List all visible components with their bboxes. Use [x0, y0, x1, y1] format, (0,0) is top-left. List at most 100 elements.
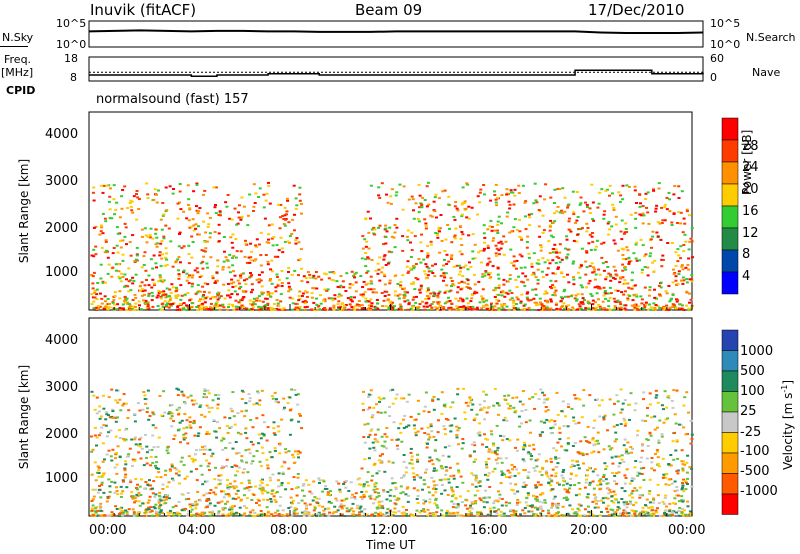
- power-cell: [203, 282, 207, 285]
- velocity-cell: [402, 427, 406, 429]
- power-cell: [486, 307, 489, 310]
- velocity-cell: [365, 481, 369, 484]
- velocity-cell: [183, 402, 187, 405]
- power-cell: [335, 280, 339, 283]
- power-cell: [539, 249, 543, 252]
- velocity-cell: [212, 430, 216, 433]
- power-cell: [227, 289, 231, 292]
- velocity-cell: [557, 515, 561, 517]
- velocity-cell: [443, 428, 447, 431]
- power-cell: [529, 299, 533, 302]
- velocity-cell: [217, 478, 221, 481]
- power-cell: [294, 239, 298, 242]
- power-cell: [658, 293, 661, 296]
- power-cell: [245, 261, 249, 264]
- power-cell: [172, 188, 175, 190]
- velocity-cell: [618, 512, 622, 515]
- power-cell: [251, 288, 254, 291]
- power-cell: [246, 224, 250, 227]
- velocity-cell: [258, 487, 262, 490]
- velocity-cell: [251, 509, 255, 512]
- power-cell: [475, 291, 479, 294]
- velocity-cell: [538, 433, 542, 436]
- power-cell: [260, 293, 264, 296]
- power-cell: [566, 248, 570, 251]
- velocity-cell: [664, 509, 668, 512]
- power-cell: [632, 294, 636, 297]
- velocity-cell: [643, 513, 647, 516]
- power-cell: [463, 202, 466, 204]
- power-cell: [630, 304, 634, 307]
- power-cell: [126, 285, 130, 288]
- power-cell: [386, 298, 390, 301]
- power-cell: [433, 210, 437, 213]
- power-cell: [397, 307, 401, 310]
- power-cell: [409, 307, 413, 310]
- freq-panel-frame: [88, 56, 704, 82]
- velocity-cell: [591, 480, 595, 483]
- velocity-cell: [509, 407, 513, 410]
- velocity-cell: [656, 494, 660, 497]
- power-cell: [473, 308, 476, 311]
- power-cell: [436, 301, 440, 304]
- power-cell: [586, 300, 590, 303]
- power-cell: [571, 190, 575, 193]
- velocity-cell: [370, 416, 374, 419]
- power-cell: [270, 292, 274, 295]
- velocity-cell: [149, 506, 153, 509]
- power-cell: [513, 194, 517, 197]
- power-cell: [163, 264, 167, 267]
- velocity-cell: [214, 430, 218, 433]
- power-cell: [297, 299, 301, 302]
- power-cell: [367, 300, 371, 303]
- power-cell: [194, 223, 198, 226]
- velocity-cell: [689, 512, 693, 515]
- power-cell: [465, 278, 469, 280]
- power-cell: [494, 252, 498, 255]
- velocity-cell: [412, 472, 416, 475]
- power-cell: [120, 309, 124, 311]
- power-cell: [515, 259, 519, 262]
- velocity-cell: [111, 410, 115, 413]
- power-cell: [398, 303, 402, 306]
- power-cell: [168, 303, 172, 306]
- power-cell: [215, 304, 219, 307]
- power-cell: [534, 288, 538, 291]
- velocity-cell: [432, 469, 436, 472]
- velocity-cell: [422, 509, 425, 512]
- power-cell: [402, 297, 406, 299]
- velocity-cell: [130, 495, 134, 498]
- power-cell: [635, 305, 639, 308]
- velocity-cell: [430, 476, 434, 479]
- power-cell: [422, 305, 426, 308]
- velocity-cell: [115, 463, 119, 466]
- velocity-cell: [690, 485, 694, 488]
- power-cell: [120, 195, 124, 198]
- velocity-cell: [188, 503, 192, 506]
- power-cell: [401, 249, 405, 252]
- power-cell: [534, 276, 538, 279]
- velocity-cell: [560, 445, 563, 448]
- power-cell: [269, 295, 273, 298]
- velocity-cell: [380, 435, 384, 438]
- power-cell: [665, 292, 669, 295]
- velocity-cell: [539, 388, 543, 391]
- power-cell: [640, 271, 644, 274]
- power-cell: [424, 222, 428, 225]
- power-cell: [328, 271, 332, 274]
- power-cell: [687, 307, 691, 310]
- velocity-cell: [248, 514, 251, 517]
- power-cell: [115, 308, 119, 311]
- velocity-cell: [496, 500, 500, 503]
- power-cell: [407, 270, 411, 273]
- power-cell: [508, 298, 512, 301]
- velocity-cell: [667, 395, 671, 398]
- power-cell: [427, 181, 430, 184]
- velocity-cell: [239, 433, 243, 436]
- velocity-cell: [383, 440, 387, 443]
- power-cell: [231, 264, 235, 267]
- velocity-cell: [533, 469, 537, 472]
- velocity-cell: [628, 482, 632, 485]
- velocity-cell: [90, 507, 94, 510]
- velocity-cell: [105, 411, 109, 414]
